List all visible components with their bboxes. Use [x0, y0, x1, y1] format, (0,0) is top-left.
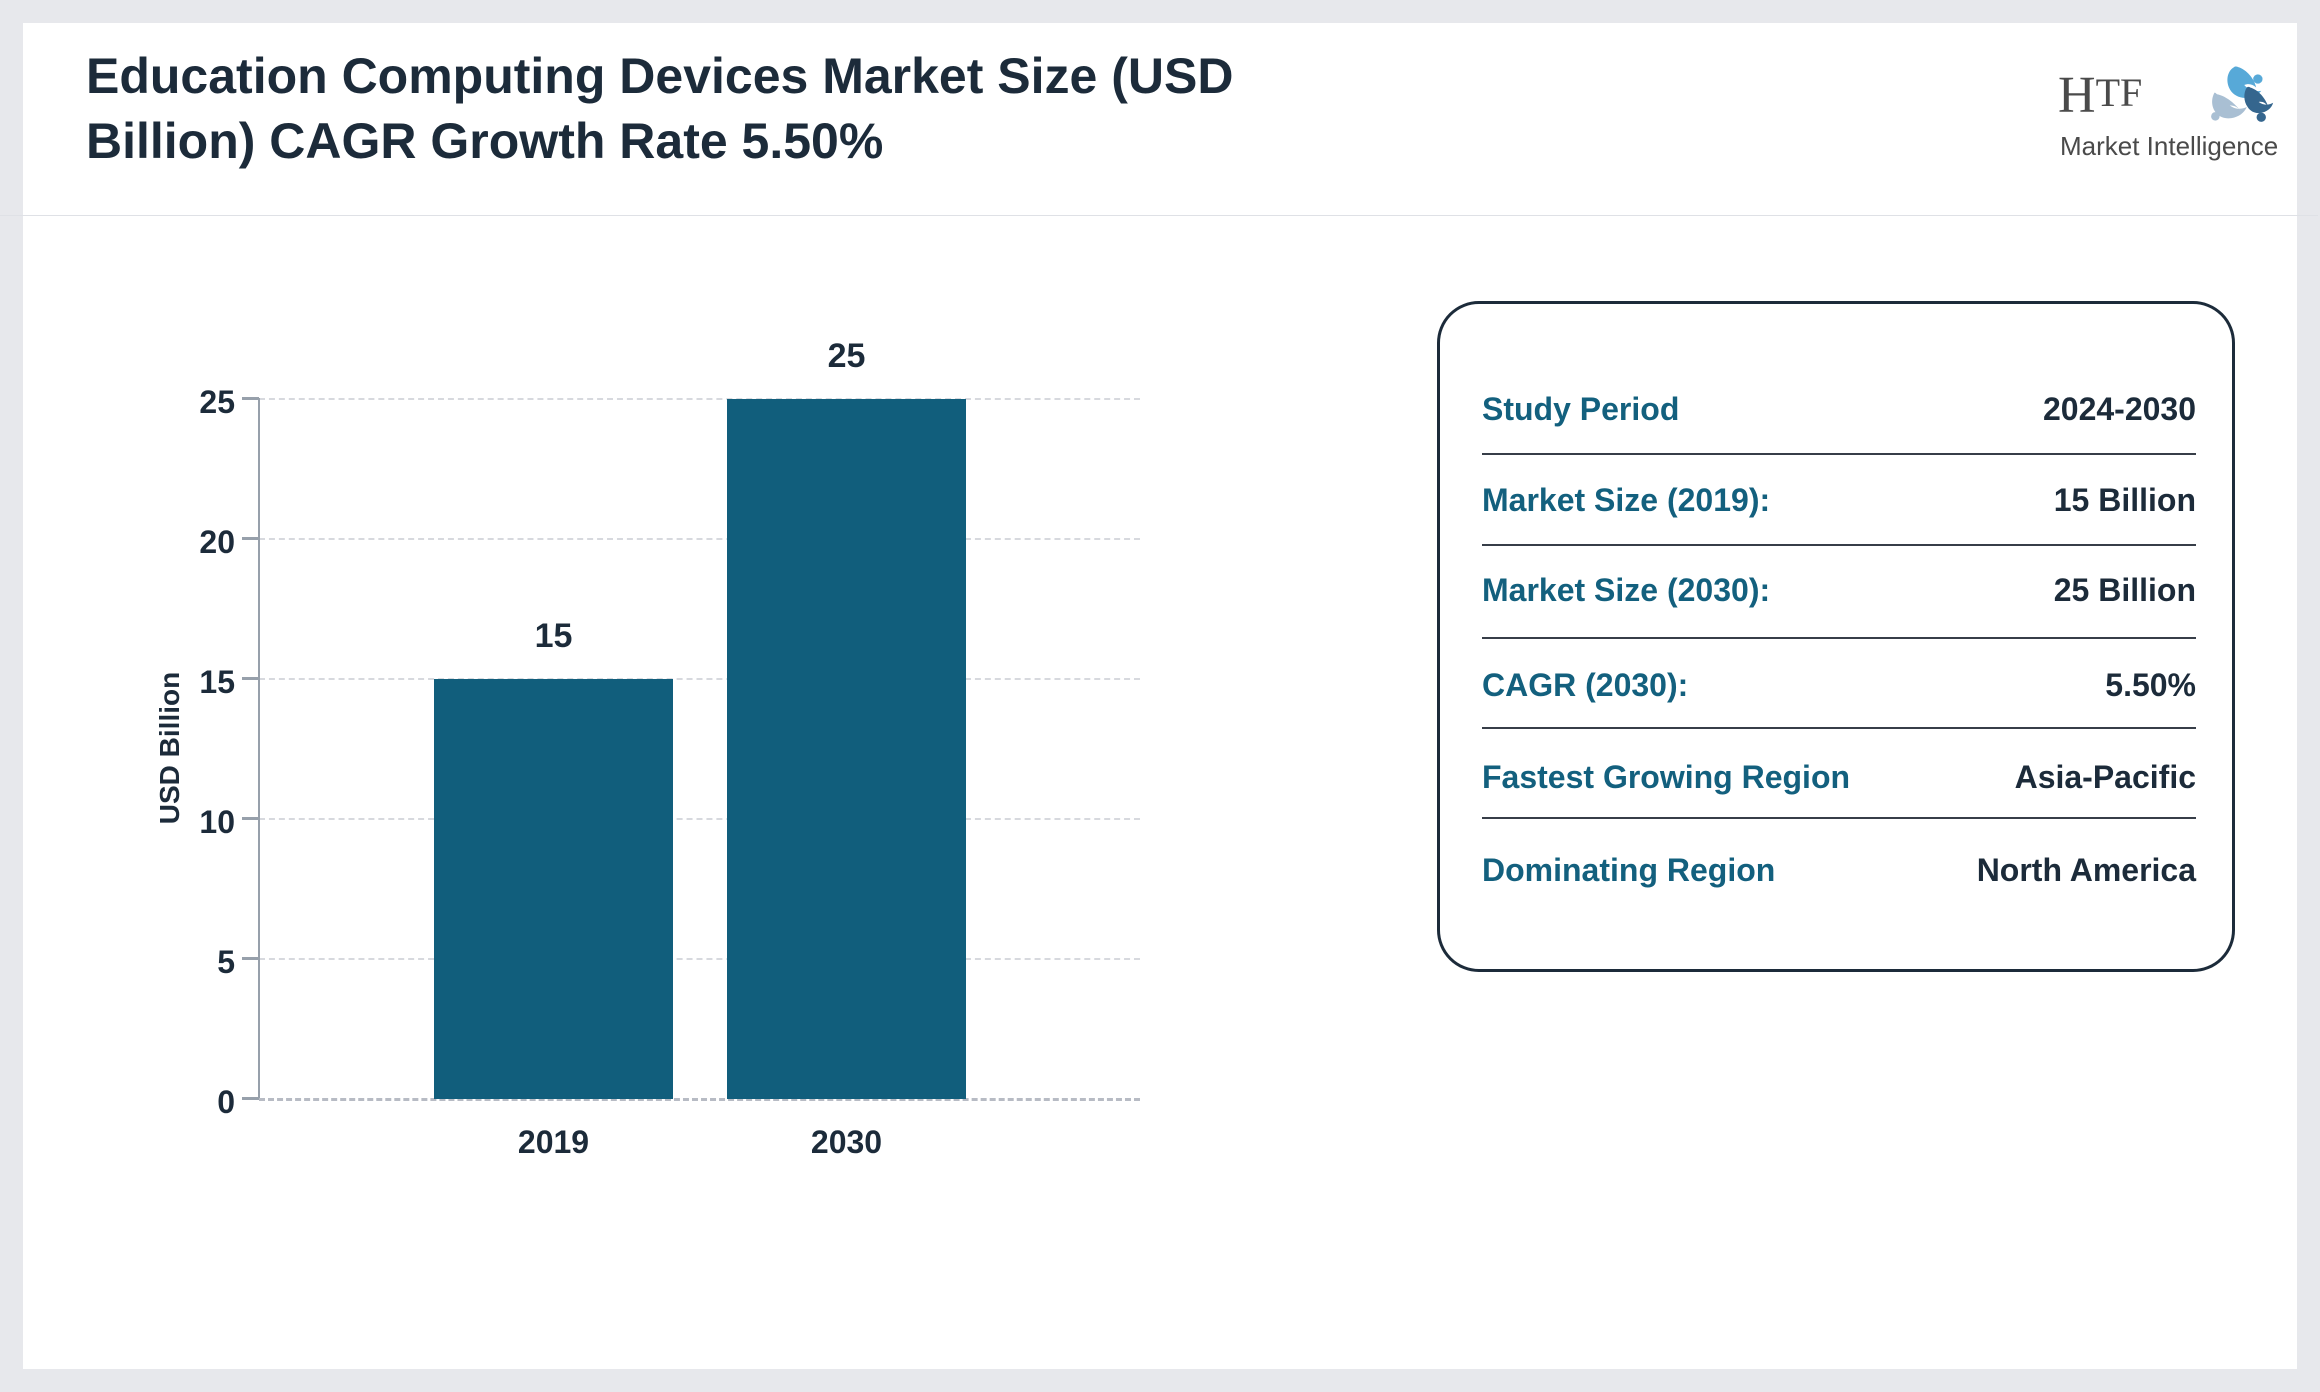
- svg-text:Market Intelligence: Market Intelligence: [2060, 131, 2278, 161]
- svg-text:HTF: HTF: [2058, 67, 2142, 124]
